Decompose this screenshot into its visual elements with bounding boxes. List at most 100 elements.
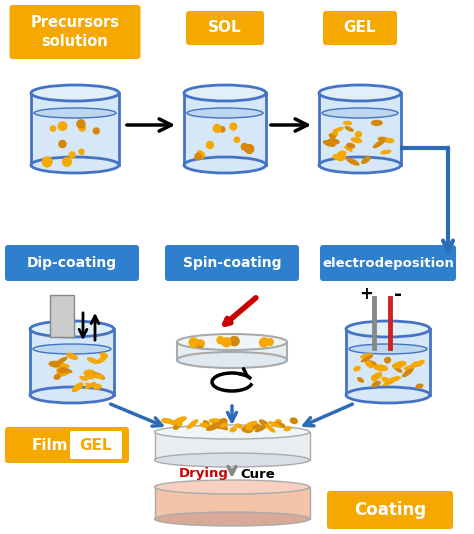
Bar	[155, 487, 310, 519]
Ellipse shape	[177, 334, 287, 350]
Ellipse shape	[100, 352, 108, 358]
Bar	[319, 93, 401, 165]
Ellipse shape	[206, 425, 219, 431]
Ellipse shape	[415, 383, 423, 389]
Bar	[30, 329, 114, 395]
Ellipse shape	[31, 85, 119, 101]
Ellipse shape	[383, 379, 396, 386]
Ellipse shape	[373, 374, 382, 379]
Ellipse shape	[216, 422, 228, 430]
Ellipse shape	[48, 360, 62, 367]
Ellipse shape	[332, 127, 344, 132]
Ellipse shape	[402, 368, 413, 378]
Circle shape	[241, 144, 248, 150]
Circle shape	[234, 137, 239, 143]
FancyBboxPatch shape	[165, 245, 299, 281]
Ellipse shape	[244, 421, 257, 428]
Ellipse shape	[338, 151, 346, 156]
Circle shape	[266, 339, 273, 345]
Ellipse shape	[217, 420, 226, 428]
Ellipse shape	[34, 108, 116, 118]
Ellipse shape	[372, 381, 381, 388]
Ellipse shape	[387, 376, 401, 383]
Ellipse shape	[59, 363, 70, 368]
Ellipse shape	[155, 512, 310, 526]
FancyBboxPatch shape	[70, 431, 122, 459]
Ellipse shape	[361, 156, 371, 164]
FancyBboxPatch shape	[323, 11, 397, 45]
Ellipse shape	[83, 370, 95, 376]
Ellipse shape	[184, 85, 266, 101]
Ellipse shape	[371, 372, 382, 380]
Ellipse shape	[268, 421, 281, 428]
Text: Spin-coating: Spin-coating	[183, 256, 281, 270]
Circle shape	[58, 122, 67, 130]
Ellipse shape	[173, 417, 187, 424]
Text: Coating: Coating	[354, 501, 426, 519]
Text: GEL: GEL	[344, 20, 376, 35]
Bar	[346, 329, 430, 395]
Ellipse shape	[58, 371, 70, 376]
Circle shape	[197, 340, 204, 348]
Circle shape	[79, 124, 85, 131]
Ellipse shape	[92, 383, 102, 390]
Ellipse shape	[346, 387, 430, 403]
Ellipse shape	[85, 382, 91, 388]
Circle shape	[221, 340, 227, 345]
Ellipse shape	[414, 360, 425, 367]
Text: -: -	[394, 285, 402, 303]
Ellipse shape	[380, 150, 392, 154]
Ellipse shape	[219, 418, 228, 425]
Text: Dip-coating: Dip-coating	[27, 256, 117, 270]
Ellipse shape	[344, 146, 353, 152]
Ellipse shape	[66, 353, 78, 360]
Ellipse shape	[84, 382, 96, 389]
Ellipse shape	[164, 419, 178, 426]
Circle shape	[79, 149, 84, 154]
Text: Precursors
solution: Precursors solution	[30, 15, 119, 49]
Circle shape	[195, 153, 201, 160]
Ellipse shape	[265, 424, 275, 433]
Ellipse shape	[155, 425, 310, 439]
Bar	[50, 295, 74, 337]
Ellipse shape	[31, 157, 119, 173]
FancyBboxPatch shape	[186, 11, 264, 45]
Ellipse shape	[229, 427, 237, 433]
Ellipse shape	[155, 480, 310, 494]
Ellipse shape	[371, 374, 378, 381]
Ellipse shape	[58, 367, 68, 374]
Ellipse shape	[374, 364, 388, 371]
Ellipse shape	[30, 321, 114, 337]
Bar	[155, 432, 310, 460]
Ellipse shape	[346, 321, 430, 337]
Circle shape	[197, 151, 202, 156]
Bar	[31, 93, 119, 165]
Bar	[177, 342, 287, 360]
Ellipse shape	[319, 157, 401, 173]
Text: +: +	[359, 285, 373, 303]
Ellipse shape	[346, 158, 360, 166]
Circle shape	[59, 140, 66, 147]
Ellipse shape	[329, 131, 338, 139]
Circle shape	[259, 338, 268, 347]
Circle shape	[262, 338, 268, 344]
Ellipse shape	[357, 377, 364, 383]
Ellipse shape	[56, 366, 64, 373]
Text: electrodeposition: electrodeposition	[322, 256, 454, 270]
Ellipse shape	[252, 422, 259, 429]
Circle shape	[230, 123, 237, 130]
Circle shape	[63, 158, 71, 166]
Ellipse shape	[327, 138, 340, 145]
Ellipse shape	[255, 425, 267, 433]
Ellipse shape	[259, 419, 269, 427]
Ellipse shape	[349, 344, 427, 354]
Ellipse shape	[177, 352, 287, 368]
Ellipse shape	[365, 360, 377, 367]
Bar	[184, 93, 266, 165]
Circle shape	[198, 152, 204, 159]
Ellipse shape	[220, 422, 228, 428]
Ellipse shape	[273, 421, 285, 428]
Ellipse shape	[33, 344, 111, 354]
Circle shape	[222, 338, 231, 347]
Ellipse shape	[55, 357, 67, 365]
